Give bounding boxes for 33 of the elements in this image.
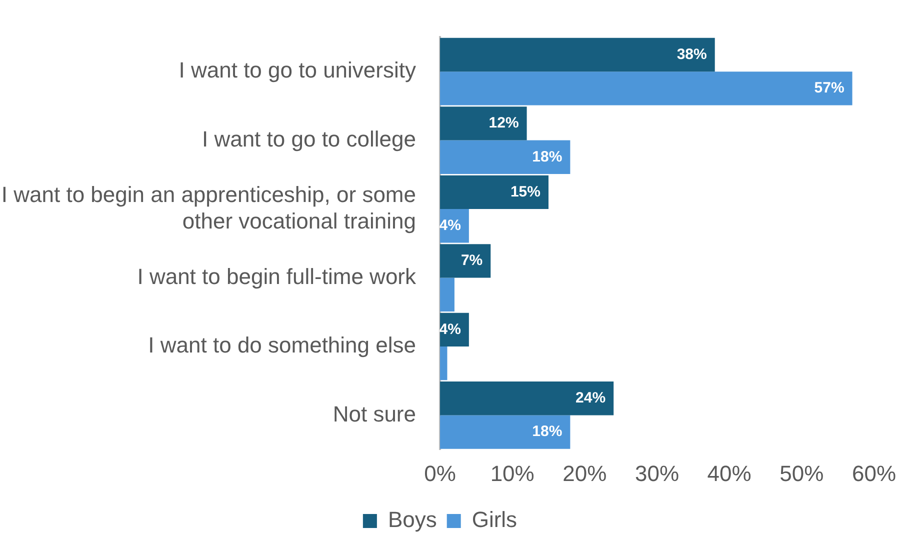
bar [440,346,448,380]
data-label: 18% [532,423,562,440]
y-tick-label: I want to begin an apprenticeship, or some other vocational training [1,182,416,234]
data-label: 7% [460,252,483,270]
bar [440,106,527,140]
bar [440,175,548,210]
legend-label: Boys [388,507,437,532]
bar [440,72,852,106]
data-label: 18% [532,148,562,166]
y-tick-label: I want to go to university [178,58,416,83]
x-tick-label: 50% [780,460,824,486]
data-label: 57% [814,80,844,97]
y-tick-label: I want to begin full-time work [137,264,417,289]
bar [440,415,570,449]
y-tick-label: Not sure [332,401,416,426]
bar [440,382,614,416]
data-label: 15% [510,183,540,200]
x-tick-label: 20% [562,460,607,486]
legend-label: Girls [472,507,518,532]
data-label: 12% [488,114,519,132]
bar [440,38,715,72]
x-tick-label: 0% [424,460,456,486]
bar [440,278,454,312]
y-tick-label: I want to go to college [202,126,416,152]
bar [440,244,491,278]
data-label: 24% [576,390,606,407]
x-tick-label: 10% [490,460,534,486]
y-tick-label: I want to do something else [148,332,416,358]
x-tick-label: 30% [634,460,680,486]
x-tick-label: 40% [707,460,752,486]
data-label: 38% [676,46,707,63]
x-tick-label: 60% [852,460,896,486]
bar [440,140,570,174]
